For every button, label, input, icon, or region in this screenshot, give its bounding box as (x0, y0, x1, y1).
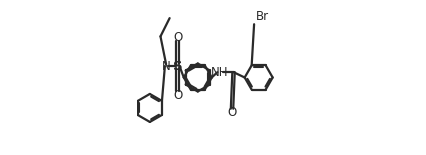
Text: O: O (227, 106, 237, 119)
Text: NH: NH (211, 66, 229, 79)
Text: N: N (162, 60, 170, 73)
Text: S: S (173, 60, 182, 73)
Text: O: O (173, 89, 182, 102)
Text: O: O (173, 31, 182, 44)
Text: Br: Br (256, 10, 269, 23)
